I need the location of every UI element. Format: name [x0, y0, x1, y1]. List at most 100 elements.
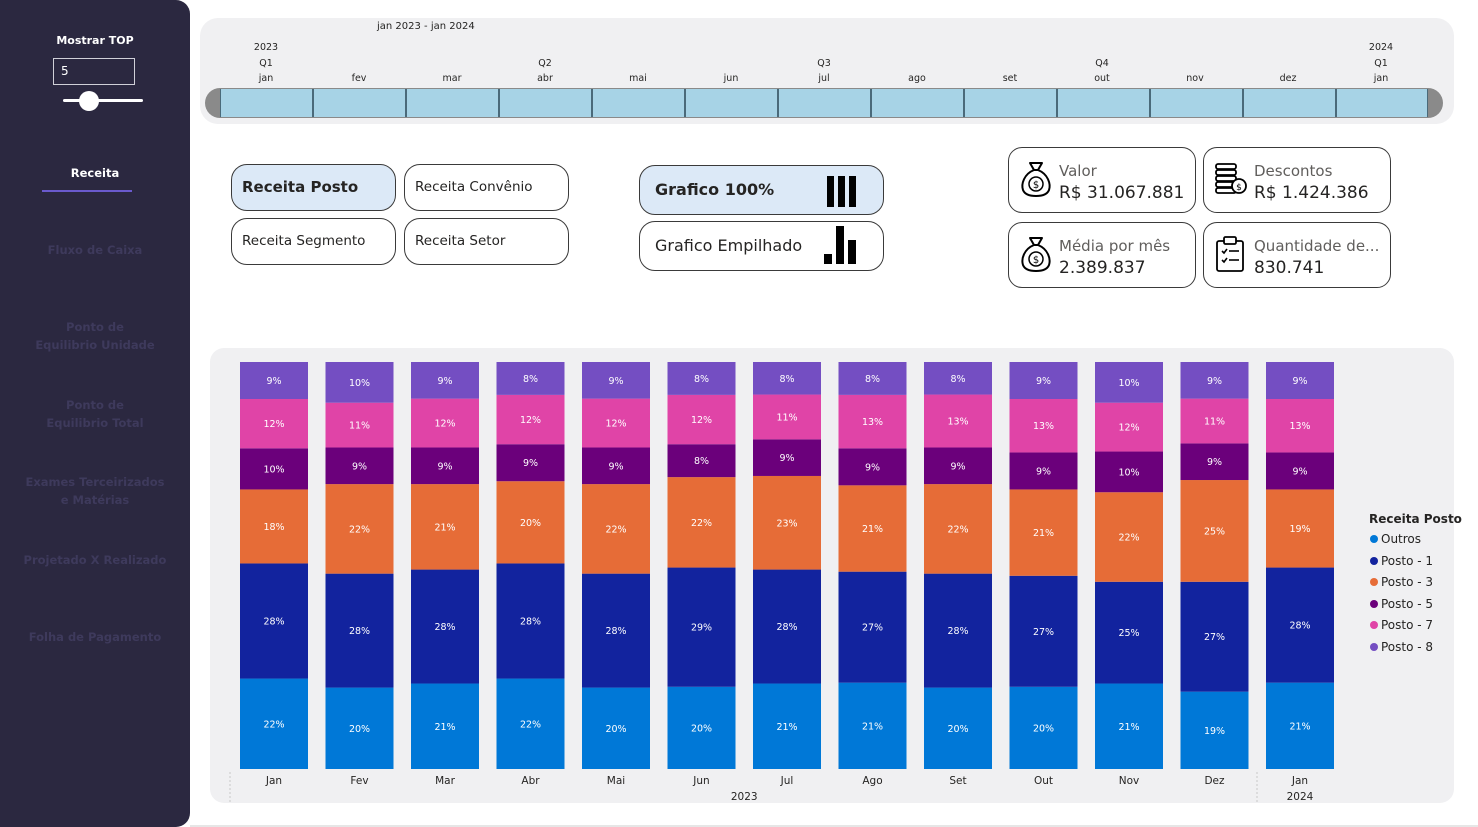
bar-segment[interactable]	[582, 362, 650, 399]
bar-segment[interactable]	[1180, 480, 1249, 582]
bar-segment[interactable]	[1095, 492, 1163, 582]
bar-segment[interactable]	[838, 394, 907, 449]
bar-segment[interactable]	[838, 362, 907, 395]
bar-segment[interactable]	[582, 687, 650, 769]
receita-setor-button[interactable]: Receita Setor	[404, 218, 569, 265]
bar-segment[interactable]	[753, 683, 821, 769]
bar-segment[interactable]	[325, 484, 394, 574]
nav-item-fluxo-de-caixa[interactable]: Fluxo de Caixa	[47, 243, 143, 257]
bar-segment[interactable]	[1266, 362, 1334, 399]
bar-segment[interactable]	[496, 362, 565, 395]
timeline-month-cell[interactable]	[685, 89, 778, 117]
bar-segment[interactable]	[1009, 686, 1078, 769]
nav-item-ponto-equilibrio-total[interactable]: Ponto de Equilibrio Total	[46, 398, 144, 430]
bar-segment[interactable]	[582, 573, 650, 688]
bar-segment[interactable]	[496, 394, 565, 445]
bar-segment[interactable]	[240, 563, 308, 679]
bar-segment[interactable]	[924, 687, 992, 769]
bar-segment[interactable]	[411, 398, 479, 448]
nav-item-folha-pagamento[interactable]: Folha de Pagamento	[28, 630, 162, 644]
bar-segment[interactable]	[1180, 691, 1249, 769]
bar-segment[interactable]	[325, 447, 394, 485]
bar-segment[interactable]	[924, 447, 992, 485]
bar-segment[interactable]	[838, 682, 907, 769]
bar-segment[interactable]	[1266, 452, 1334, 490]
bar-segment[interactable]	[838, 485, 907, 572]
show-top-input[interactable]: 5	[53, 58, 135, 85]
legend-item-outros[interactable]: Outros	[1370, 532, 1421, 546]
bar-segment[interactable]	[1180, 398, 1249, 444]
legend-item-posto-7[interactable]: Posto - 7	[1370, 618, 1433, 632]
bar-segment[interactable]	[924, 484, 992, 574]
timeline-month-cell[interactable]	[592, 89, 685, 117]
bar-segment[interactable]	[753, 569, 821, 684]
bar-segment[interactable]	[924, 362, 992, 395]
bar-segment[interactable]	[411, 484, 479, 570]
bar-segment[interactable]	[582, 484, 650, 574]
bar-segment[interactable]	[1266, 399, 1334, 453]
nav-item-exames-terceirizados[interactable]: Exames Terceirizados e Matérias	[25, 475, 165, 507]
nav-item-receita[interactable]: Receita	[70, 166, 120, 180]
timeline-month-cell[interactable]	[1150, 89, 1243, 117]
bar-segment[interactable]	[667, 362, 736, 395]
bar-segment[interactable]	[667, 567, 736, 687]
receita-segmento-button[interactable]: Receita Segmento	[231, 218, 396, 265]
bar-segment[interactable]	[411, 569, 479, 684]
timeline-month-cell[interactable]	[778, 89, 871, 117]
timeline-month-cell[interactable]	[406, 89, 499, 117]
timeline-month-cell[interactable]	[1336, 89, 1428, 117]
timeline-month-cell[interactable]	[313, 89, 406, 117]
timeline-month-cell[interactable]	[1057, 89, 1150, 117]
bar-segment[interactable]	[1009, 575, 1078, 687]
timeline-month-cell[interactable]	[220, 89, 313, 117]
nav-item-projetado-realizado[interactable]: Projetado X Realizado	[23, 553, 167, 567]
bar-segment[interactable]	[325, 573, 394, 688]
bar-segment[interactable]	[924, 573, 992, 688]
bar-segment[interactable]	[1009, 362, 1078, 399]
receita-posto-button[interactable]: Receita Posto	[231, 164, 396, 211]
bar-segment[interactable]	[240, 678, 308, 769]
bar-segment[interactable]	[667, 686, 736, 769]
nav-item-ponto-equilibrio-unidade[interactable]: Ponto de Equilibrio Unidade	[35, 320, 155, 352]
bar-segment[interactable]	[240, 399, 308, 449]
bar-segment[interactable]	[496, 444, 565, 482]
legend-item-posto-1[interactable]: Posto - 1	[1370, 554, 1433, 568]
bar-segment[interactable]	[1095, 683, 1163, 769]
receita-convenio-button[interactable]: Receita Convênio	[404, 164, 569, 211]
bar-segment[interactable]	[667, 444, 736, 478]
legend-item-posto-5[interactable]: Posto - 5	[1370, 597, 1433, 611]
bar-segment[interactable]	[240, 489, 308, 564]
bar-segment[interactable]	[240, 362, 308, 399]
bar-segment[interactable]	[496, 678, 565, 769]
bar-segment[interactable]	[1095, 362, 1163, 403]
bar-segment[interactable]	[411, 683, 479, 769]
bar-segment[interactable]	[496, 481, 565, 564]
bar-segment[interactable]	[582, 447, 650, 485]
bar-segment[interactable]	[411, 362, 479, 399]
bar-segment[interactable]	[325, 362, 394, 403]
bar-segment[interactable]	[240, 448, 308, 490]
timeline-month-cell[interactable]	[871, 89, 964, 117]
bar-segment[interactable]	[496, 563, 565, 679]
bar-segment[interactable]	[411, 447, 479, 485]
bar-segment[interactable]	[838, 571, 907, 683]
bar-segment[interactable]	[1266, 567, 1334, 683]
timeline-month-cell[interactable]	[1243, 89, 1336, 117]
bar-segment[interactable]	[753, 439, 821, 476]
bar-segment[interactable]	[1009, 452, 1078, 490]
bar-segment[interactable]	[1095, 402, 1163, 452]
bar-segment[interactable]	[582, 398, 650, 448]
legend-item-posto-8[interactable]: Posto - 8	[1370, 640, 1433, 654]
bar-segment[interactable]	[1266, 682, 1334, 769]
bar-segment[interactable]	[325, 687, 394, 769]
bar-segment[interactable]	[1180, 362, 1249, 399]
bar-segment[interactable]	[1266, 489, 1334, 568]
bar-segment[interactable]	[1095, 451, 1163, 493]
show-top-slider-thumb[interactable]	[79, 91, 99, 111]
bar-segment[interactable]	[1180, 443, 1249, 481]
timeline-month-cell[interactable]	[964, 89, 1057, 117]
bar-segment[interactable]	[325, 402, 394, 448]
bar-segment[interactable]	[924, 394, 992, 448]
show-top-slider-track[interactable]	[63, 99, 143, 102]
bar-segment[interactable]	[667, 477, 736, 568]
